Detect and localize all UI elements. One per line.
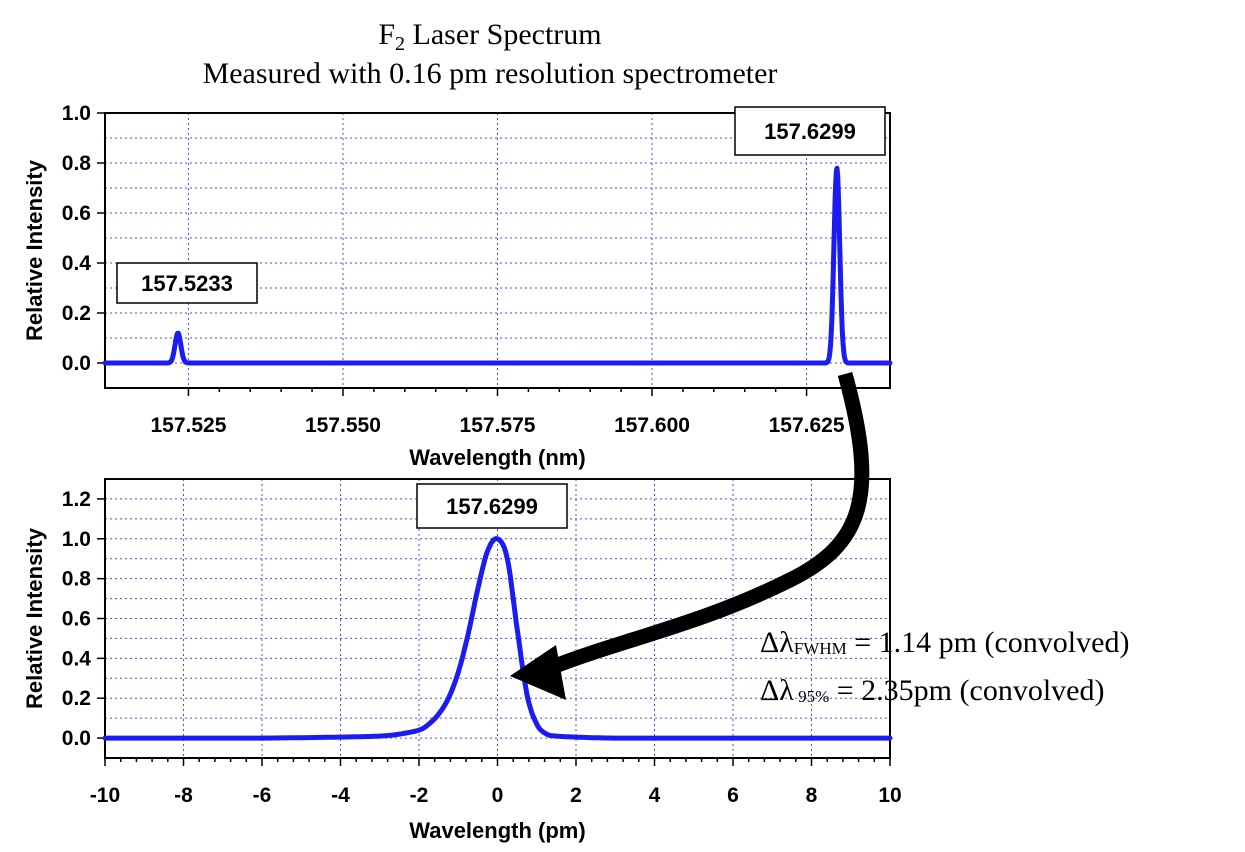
y-tick-label: 1.0	[62, 102, 91, 125]
peak-label-box	[416, 483, 568, 529]
fwhm-subscript: FWHM	[794, 639, 847, 658]
y-tick-label: 0.4	[62, 647, 92, 670]
y-tick-label: 1.2	[62, 488, 91, 511]
x-tick-label: 6	[727, 784, 739, 807]
spectrum-trace	[102, 536, 893, 741]
peak-label: 157.6299	[764, 119, 856, 144]
top-plot: 157.525 157.550 157.575 157.600 157.625 0.0 0.…	[22, 102, 893, 470]
x-tick-label: -6	[253, 784, 272, 807]
x-tick-label: 157.625	[769, 414, 845, 437]
y-tick-label: 0.2	[62, 687, 91, 710]
p95-note: Δλ 95% = 2.35pm (convolved)	[760, 674, 1104, 707]
y-tick-label: 0.4	[62, 252, 92, 275]
fwhm-note: ΔλFWHM = 1.14 pm (convolved)	[760, 626, 1129, 659]
x-tick-label: -10	[90, 784, 120, 807]
y-tick-label: 0.0	[62, 727, 91, 750]
y-tick-label: 0.8	[62, 152, 92, 175]
title-suffix: Laser Spectrum	[405, 18, 602, 51]
p95-symbol: Δλ	[760, 674, 794, 707]
peak-label: 157.6299	[446, 494, 538, 519]
y-tick-label: 1.0	[62, 528, 91, 551]
fwhm-text: = 1.14 pm (convolved)	[847, 626, 1130, 659]
x-tick-label: 157.600	[614, 414, 690, 437]
arrow-head	[510, 645, 566, 700]
title-prefix: F	[378, 18, 395, 51]
y-axis-label: Relative Intensity	[22, 159, 47, 341]
y-tick-label: 0.8	[62, 568, 92, 591]
chart-subtitle: Measured with 0.16 pm resolution spectro…	[203, 57, 778, 90]
y-tick-label: 0.0	[62, 352, 91, 375]
peak-label-box	[734, 106, 886, 156]
peak-label: 157.5233	[141, 271, 233, 296]
x-tick-label: 4	[649, 784, 661, 807]
x-tick-label: -4	[331, 784, 350, 807]
x-axis-label: Wavelength (pm)	[409, 818, 585, 843]
spectrum-trace	[102, 165, 893, 366]
peak-label-box	[116, 262, 258, 304]
x-tick-label: 2	[570, 784, 582, 807]
bottom-plot: -10 -8 -6 -4 -2 0 2 4 6 8 10 0.0 0.2 0.4 0.6 0.8 1.0 1.2 W…	[22, 478, 902, 843]
title-subscript: 2	[395, 33, 405, 55]
x-tick-label: 157.525	[150, 414, 226, 437]
x-tick-label: 0	[492, 784, 504, 807]
x-tick-label: 10	[878, 784, 901, 807]
x-tick-label: -8	[174, 784, 193, 807]
y-tick-label: 0.6	[62, 608, 91, 631]
connector-arrow	[547, 371, 870, 675]
x-tick-label: -2	[410, 784, 429, 807]
x-tick-label: 157.550	[305, 414, 381, 437]
x-axis-label: Wavelength (nm)	[409, 445, 585, 470]
x-tick-label: 8	[806, 784, 818, 807]
chart-title: F2 Laser Spectrum	[378, 18, 601, 55]
y-axis-label: Relative Intensity	[22, 527, 47, 709]
y-tick-label: 0.2	[62, 302, 91, 325]
p95-text: = 2.35pm (convolved)	[829, 674, 1104, 707]
fwhm-symbol: Δλ	[760, 626, 794, 659]
p95-subscript: 95%	[794, 687, 829, 706]
y-tick-label: 0.6	[62, 202, 91, 225]
x-tick-label: 157.575	[460, 414, 536, 437]
